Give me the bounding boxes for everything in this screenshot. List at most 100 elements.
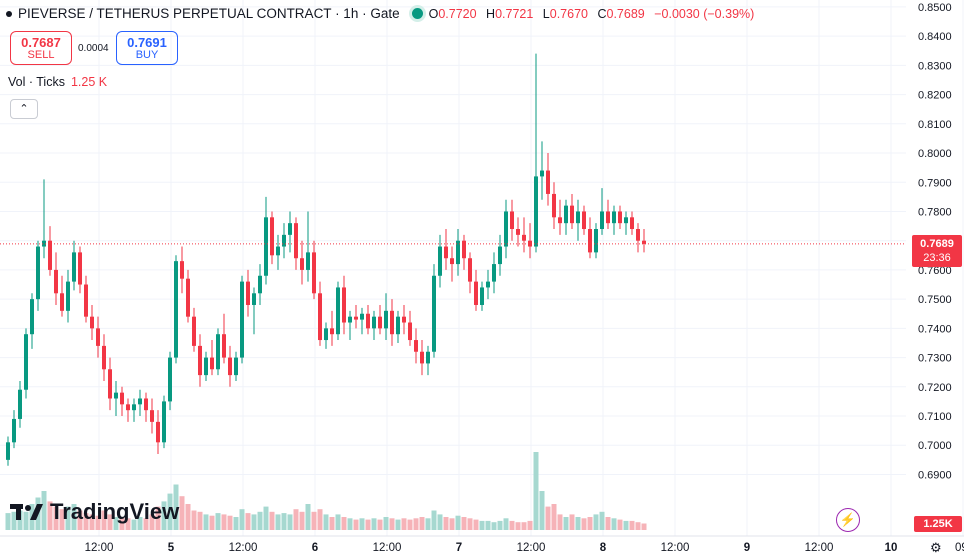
candle[interactable] [276,246,280,256]
candle[interactable] [12,418,16,443]
candle[interactable] [582,211,586,230]
candle[interactable] [30,299,34,335]
candle[interactable] [240,281,244,358]
buy-button[interactable]: 0.7691 BUY [116,31,178,65]
candle[interactable] [66,281,70,311]
candle[interactable] [486,281,490,288]
candle[interactable] [42,240,46,247]
candle[interactable] [162,401,166,443]
candle[interactable] [288,223,292,235]
candle[interactable] [246,281,250,305]
candle[interactable] [192,316,196,346]
tradingview-logo[interactable]: TradingView [10,499,179,525]
candle[interactable] [432,275,436,352]
candle[interactable] [120,392,124,405]
candle[interactable] [264,217,268,276]
candle[interactable] [354,316,358,320]
collapse-legend-button[interactable]: ⌃ [10,99,38,119]
candle[interactable] [594,229,598,253]
candle[interactable] [552,193,556,218]
candle[interactable] [336,287,340,335]
candle[interactable] [474,281,478,305]
candle[interactable] [198,345,202,376]
candle[interactable] [60,293,64,311]
candle[interactable] [24,334,28,390]
candle[interactable] [96,328,100,346]
candle[interactable] [312,252,316,294]
candle[interactable] [294,223,298,259]
candle[interactable] [132,404,136,411]
candle[interactable] [372,316,376,329]
candle[interactable] [510,211,514,230]
candle[interactable] [228,357,232,376]
candle[interactable] [180,261,184,279]
candle[interactable] [300,258,304,270]
candle[interactable] [54,269,58,294]
lightning-icon[interactable]: ⚡ [836,508,860,532]
candle[interactable] [348,316,352,323]
candle[interactable] [576,211,580,224]
candle[interactable] [234,357,238,376]
candle[interactable] [450,258,454,265]
candle[interactable] [36,246,40,300]
candle[interactable] [150,410,154,422]
candle[interactable] [600,211,604,230]
candle[interactable] [402,316,406,323]
candle[interactable] [186,278,190,317]
candle[interactable] [84,284,88,317]
candle[interactable] [90,316,94,329]
sell-button[interactable]: 0.7687 SELL [10,31,72,65]
candle[interactable] [306,252,310,270]
candle[interactable] [126,404,130,411]
candle[interactable] [438,246,442,276]
candle[interactable] [624,217,628,224]
candle[interactable] [456,240,460,265]
candle[interactable] [396,316,400,335]
candle[interactable] [426,351,430,364]
candle[interactable] [564,205,568,224]
candle[interactable] [414,340,418,352]
candle[interactable] [48,240,52,270]
candle[interactable] [6,442,10,460]
candle[interactable] [330,328,334,335]
candle[interactable] [588,229,592,253]
candle[interactable] [72,252,76,282]
candle[interactable] [282,234,286,247]
candle[interactable] [18,389,22,419]
symbol-title[interactable]: PIEVERSE / TETHERUS PERPETUAL CONTRACT ·… [18,6,400,21]
candle[interactable] [270,217,274,256]
candle[interactable] [480,287,484,305]
candle[interactable] [468,258,472,282]
candle[interactable] [384,310,388,329]
candle[interactable] [570,205,574,224]
candle[interactable] [168,357,172,402]
candle[interactable] [366,313,370,329]
candle[interactable] [534,176,538,247]
candle[interactable] [408,322,412,341]
candle[interactable] [642,240,646,244]
candle[interactable] [222,334,226,358]
candle[interactable] [612,211,616,224]
candle[interactable] [114,392,118,399]
candle[interactable] [252,293,256,305]
candle[interactable] [618,211,622,224]
candle[interactable] [318,293,322,341]
candle[interactable] [102,345,106,370]
candle[interactable] [492,264,496,282]
candle[interactable] [636,229,640,241]
candle[interactable] [498,246,502,265]
candle[interactable] [360,313,364,320]
candle[interactable] [78,252,82,285]
candle[interactable] [210,357,214,370]
candle[interactable] [540,170,544,177]
candle[interactable] [528,240,532,247]
candle[interactable] [504,211,508,247]
candle[interactable] [378,316,382,329]
candle[interactable] [258,275,262,294]
candle[interactable] [444,246,448,259]
candle[interactable] [174,261,178,358]
candle[interactable] [462,240,466,259]
candle[interactable] [420,351,424,364]
candle[interactable] [558,217,562,224]
